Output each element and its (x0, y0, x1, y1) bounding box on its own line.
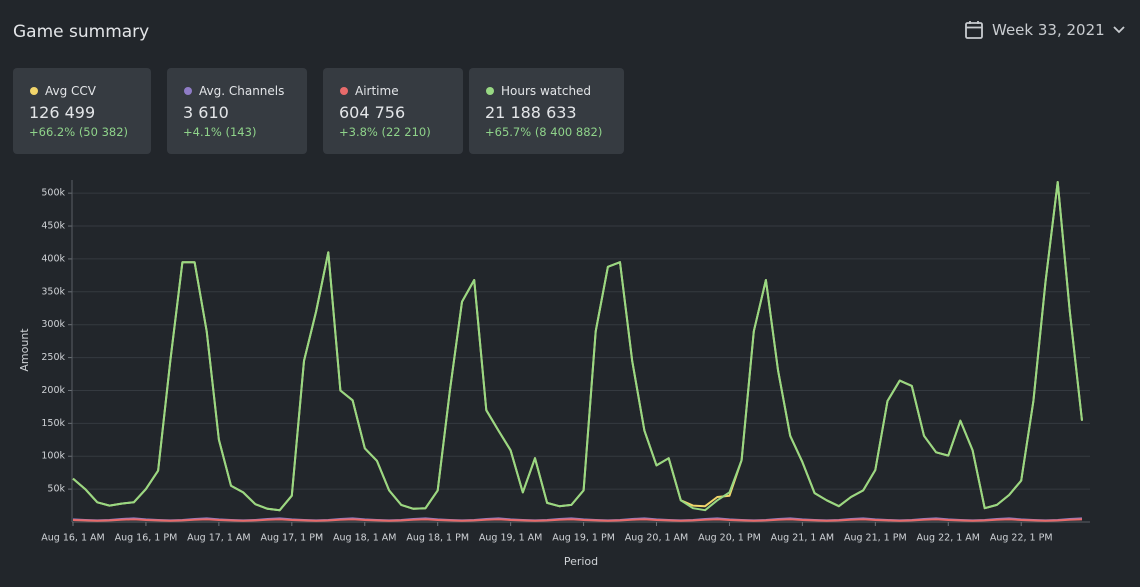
x-tick-label: Aug 18, 1 AM (333, 533, 396, 544)
x-tick-label: Aug 18, 1 PM (406, 533, 469, 544)
x-tick-label: Aug 19, 1 PM (552, 533, 615, 544)
x-tick-label: Aug 21, 1 AM (771, 533, 834, 544)
y-tick-label: 450k (41, 221, 65, 232)
legend-dot (340, 87, 348, 95)
x-tick-label: Aug 22, 1 PM (990, 533, 1053, 544)
stat-label: Airtime (355, 84, 399, 98)
x-tick-label: Aug 19, 1 AM (479, 533, 542, 544)
page-title: Game summary (13, 22, 150, 42)
stat-label: Avg. Channels (199, 84, 285, 98)
x-tick-label: Aug 22, 1 AM (917, 533, 980, 544)
x-tick-label: Aug 20, 1 AM (625, 533, 688, 544)
legend-dot (486, 87, 494, 95)
chart: 50k 100k 150k 200k 250k 300k 350k 400k 450k 500k A… (18, 180, 1090, 568)
x-tick-label: Aug 16, 1 AM (41, 533, 104, 544)
stat-card: Avg. Channels 3 610 +4.1% (143) (167, 68, 307, 154)
y-tick-label: 400k (41, 253, 65, 264)
y-tick-label: 250k (41, 352, 65, 363)
y-tick-label: 50k (47, 484, 65, 495)
chevron (1113, 26, 1125, 34)
y-tick-label: 150k (41, 418, 65, 429)
x-tick-label: Aug 16, 1 PM (115, 533, 178, 544)
y-tick-label: 350k (41, 286, 65, 297)
y-axis-title: Amount (18, 328, 31, 372)
x-tick-label: Aug 17, 1 PM (260, 533, 323, 544)
x-axis-title: Period (564, 555, 598, 568)
y-tick-label: 300k (41, 319, 65, 330)
stat-card: Avg CCV 126 499 +66.2% (50 382) (13, 68, 151, 154)
stat-value: 3 610 (183, 103, 229, 122)
stat-label: Avg CCV (45, 84, 97, 98)
series-line (72, 518, 1083, 522)
x-tick-label: Aug 21, 1 PM (844, 533, 907, 544)
stat-value: 604 756 (339, 103, 406, 122)
week-selector[interactable]: Week 33, 2021 (964, 20, 1125, 40)
series-line (72, 181, 1083, 512)
calendar-icon (965, 21, 983, 39)
x-tick-label: Aug 20, 1 PM (698, 533, 761, 544)
stat-change: +66.2% (50 382) (29, 125, 129, 139)
week-label: Week 33, 2021 (992, 21, 1105, 39)
y-tick-label: 100k (41, 451, 65, 462)
y-tick-label: 500k (41, 188, 65, 199)
stat-label: Hours watched (501, 84, 592, 98)
x-tick-label: Aug 17, 1 AM (187, 533, 250, 544)
legend-dot (30, 87, 38, 95)
y-tick-label: 200k (41, 385, 65, 396)
stat-change: +65.7% (8 400 882) (485, 125, 603, 139)
stat-value: 21 188 633 (485, 103, 577, 122)
stat-value: 126 499 (29, 103, 96, 122)
stat-change: +4.1% (143) (183, 125, 257, 139)
stat-card: Hours watched 21 188 633 +65.7% (8 400 882… (469, 68, 624, 154)
stat-change: +3.8% (22 210) (339, 125, 431, 139)
legend-dot (184, 87, 192, 95)
stat-card: Airtime 604 756 +3.8% (22 210) (323, 68, 463, 154)
